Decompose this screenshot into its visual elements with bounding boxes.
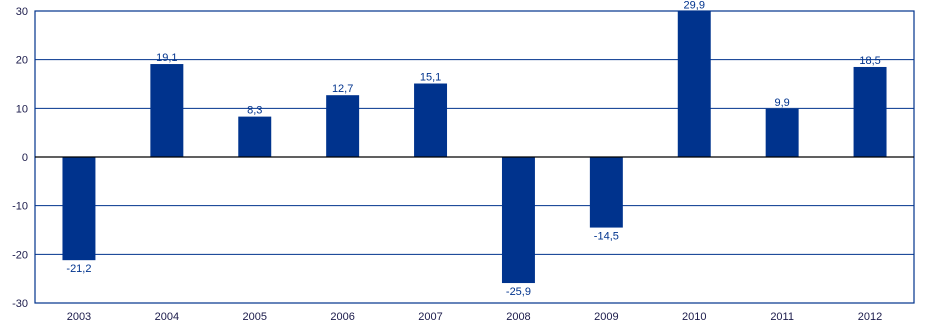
y-tick-label: 20 — [16, 55, 28, 67]
data-label: 8,3 — [247, 105, 262, 117]
y-tick-label: -20 — [12, 249, 28, 261]
bar-2012 — [853, 66, 887, 157]
y-axis-tick-labels: 30 20 10 0 -10 -20 -30 — [12, 6, 28, 310]
x-tick-label: 2007 — [418, 311, 442, 323]
x-tick-label: 2012 — [858, 311, 882, 323]
bar-2008 — [501, 157, 535, 284]
x-tick-label: 2009 — [594, 311, 618, 323]
data-label: 19,1 — [156, 52, 177, 64]
bar-2006 — [326, 95, 360, 157]
bar-2005 — [238, 116, 272, 157]
data-label: 9,9 — [775, 97, 790, 109]
x-tick-label: 2010 — [682, 311, 706, 323]
y-tick-label: 30 — [16, 6, 28, 18]
data-label: 18,5 — [859, 55, 880, 67]
x-tick-label: 2008 — [506, 311, 530, 323]
bar-2004 — [150, 64, 184, 157]
bar-2011 — [765, 108, 799, 157]
bars — [62, 11, 887, 284]
data-labels: -21,2 19,1 8,3 12,7 15,1 -25,9 -14,5 29,9 9,9 18,… — [66, 0, 880, 298]
x-tick-label: 2006 — [330, 311, 354, 323]
data-label: 15,1 — [420, 72, 441, 84]
x-tick-label: 2003 — [67, 311, 91, 323]
data-label: -21,2 — [66, 263, 91, 275]
data-label: 12,7 — [332, 83, 353, 95]
bar-2003 — [62, 157, 96, 261]
bar-2010 — [677, 11, 711, 158]
x-tick-label: 2005 — [243, 311, 267, 323]
data-label: -25,9 — [506, 286, 531, 298]
x-tick-label: 2004 — [155, 311, 179, 323]
y-tick-label: 10 — [16, 103, 28, 115]
y-tick-label: -10 — [12, 201, 28, 213]
x-tick-label: 2011 — [770, 311, 794, 323]
bar-2007 — [414, 83, 448, 157]
data-label: 29,9 — [684, 0, 705, 11]
y-tick-label: -30 — [12, 298, 28, 310]
bar-2009 — [589, 157, 623, 228]
x-axis-tick-labels: 2003 2004 2005 2006 2007 2008 2009 2010 2011 2012 — [67, 311, 883, 323]
data-label: -14,5 — [594, 231, 619, 243]
y-tick-label: 0 — [22, 152, 28, 164]
